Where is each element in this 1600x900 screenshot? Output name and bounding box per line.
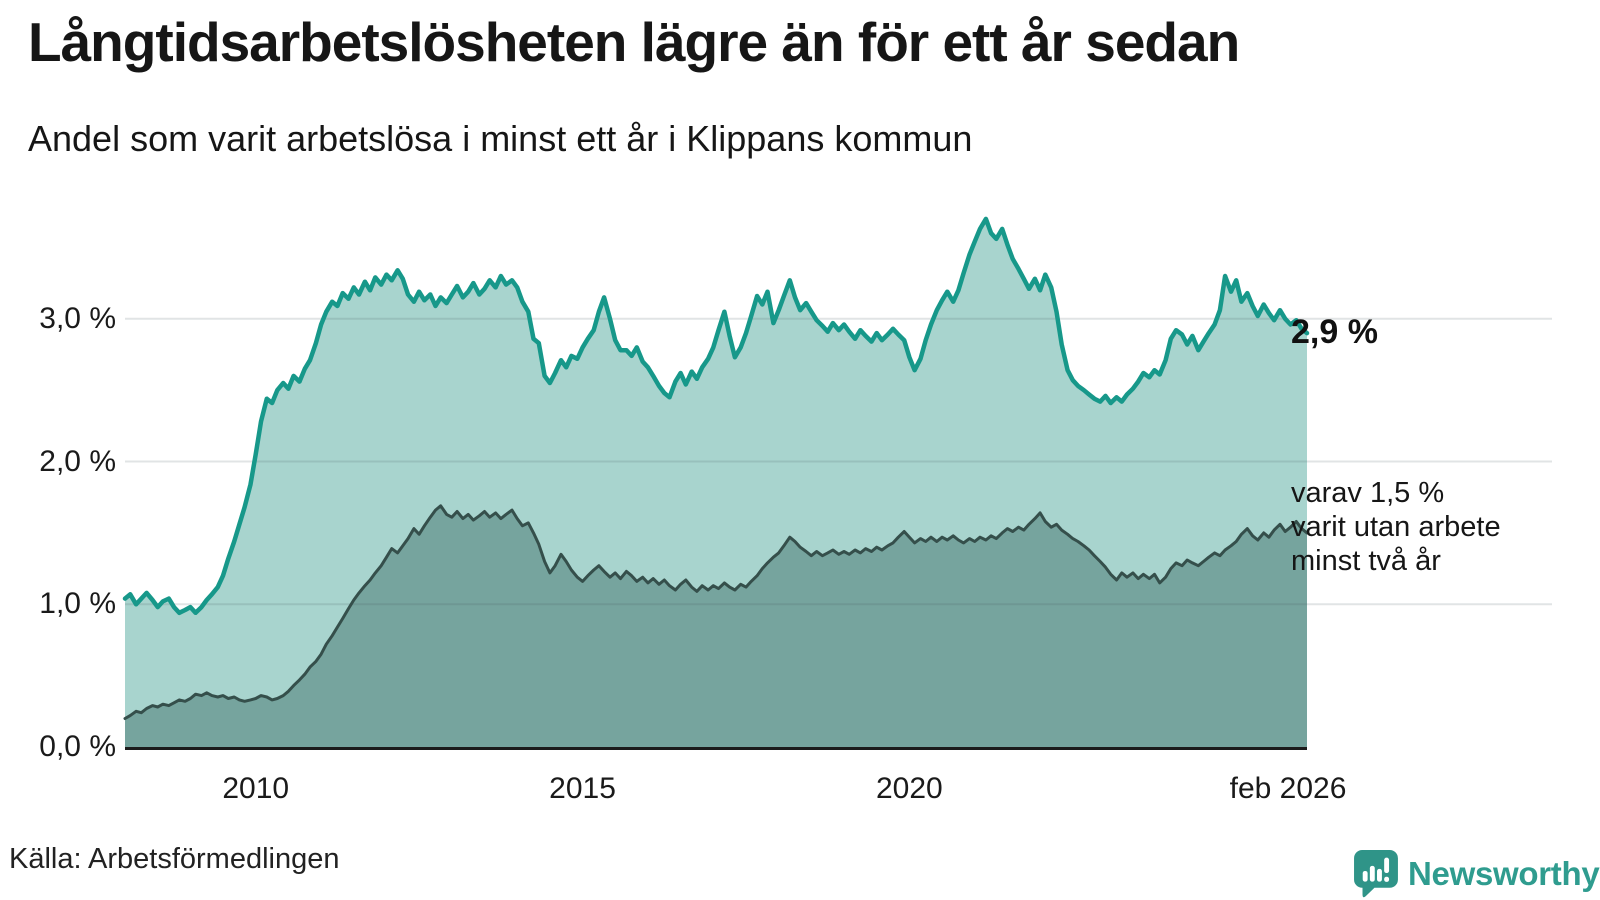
y-axis-tick-0: 0,0 % — [39, 730, 116, 763]
secondary-label-line-3: minst två år — [1291, 544, 1441, 577]
newsworthy-logo: Newsworthy — [1354, 849, 1600, 898]
x-axis-tick-2010: 2010 — [222, 772, 290, 805]
secondary-series-label: varav 1,5 % varit utan arbete minst två … — [1291, 476, 1501, 578]
secondary-label-line-2: varit utan arbete — [1291, 510, 1501, 543]
area-fill-two-years — [125, 505, 1307, 747]
newsworthy-bubble-icon — [1354, 850, 1398, 898]
x-axis-tick-feb2026: feb 2026 — [1229, 772, 1347, 805]
line-one-year — [122, 216, 1310, 616]
line-two-years — [123, 504, 1309, 720]
x-axis-tick-2020: 2020 — [876, 772, 943, 805]
secondary-label-line-1: varav 1,5 % — [1291, 476, 1445, 509]
latest-value-label: 2,9 % — [1291, 313, 1378, 352]
source-credit: Källa: Arbetsförmedlingen — [9, 843, 340, 875]
y-axis-tick-3: 3,0 % — [39, 301, 116, 335]
newsworthy-wordmark: Newsworthy — [1408, 854, 1600, 892]
page-title: Långtidsarbetslösheten lägre än för ett … — [28, 11, 1240, 73]
y-axis-tick-2: 2,0 % — [39, 444, 116, 478]
x-axis-tick-2015: 2015 — [549, 772, 616, 805]
chart-subtitle: Andel som varit arbetslösa i minst ett å… — [28, 118, 973, 159]
y-axis-tick-1: 1,0 % — [39, 587, 116, 621]
